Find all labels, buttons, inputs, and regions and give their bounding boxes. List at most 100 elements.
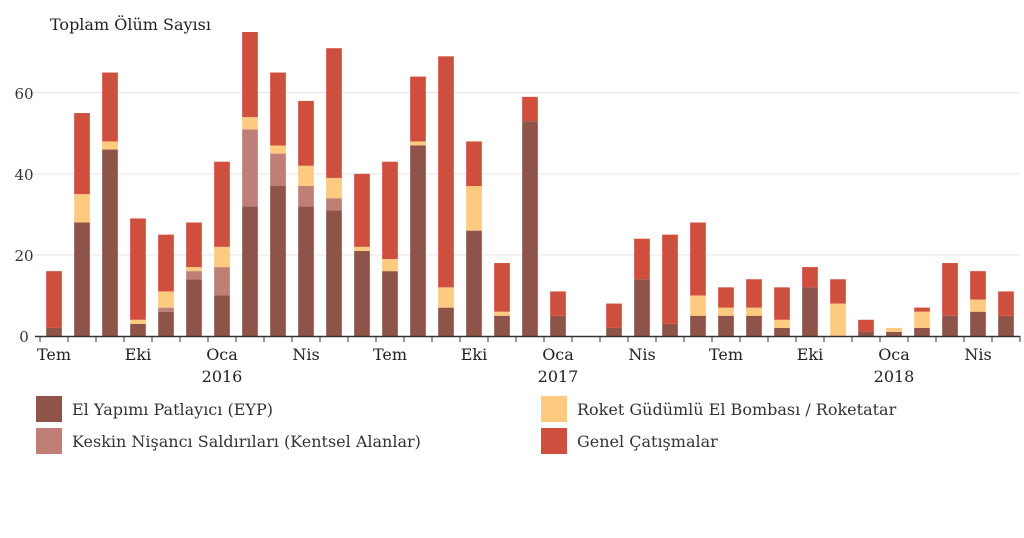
bar-segment-s3-4 [158, 234, 174, 292]
bar-segment-s3-27 [802, 267, 818, 288]
x-tick-label: Eki [125, 345, 152, 364]
bar-segment-s2-23 [690, 295, 706, 316]
x-tick-label: Nis [292, 345, 319, 364]
bar-segment-s2-5 [186, 267, 202, 272]
legend-label-rpg: Roket Güdümlü El Bombası / Roketatar [577, 399, 897, 419]
bar-segment-s1-9 [298, 186, 314, 207]
legend: El Yapımı Patlayıcı (EYP) Keskin Nişancı… [36, 396, 996, 460]
bar-segment-s1-8 [270, 153, 286, 187]
bar-segment-s2-2 [102, 141, 118, 150]
bar-segment-s3-18 [550, 291, 566, 316]
legend-label-sniper: Keskin Nişancı Saldırıları (Kentsel Alan… [72, 431, 421, 451]
bar-segment-s0-21 [634, 279, 650, 336]
bar-segment-s0-18 [550, 315, 566, 336]
legend-item-eyp: El Yapımı Patlayıcı (EYP) [36, 396, 273, 422]
bar-segment-s3-10 [326, 48, 342, 178]
bar-segment-s0-26 [774, 327, 790, 336]
bar-segment-s1-10 [326, 198, 342, 211]
bar-segment-s3-7 [242, 32, 258, 118]
x-tick-label: Nis [628, 345, 655, 364]
bar-segment-s1-6 [214, 267, 230, 296]
bar-segment-s2-14 [438, 287, 454, 308]
bar-segment-s2-10 [326, 177, 342, 199]
bar-segment-s2-26 [774, 319, 790, 328]
bar-segment-s0-22 [662, 323, 678, 336]
bar-segment-s3-15 [466, 141, 482, 187]
x-tick-label: Eki [797, 345, 824, 364]
x-tick-label: Oca [542, 345, 574, 364]
bar-segment-s3-13 [410, 76, 426, 142]
bar-segment-s2-12 [382, 258, 398, 272]
legend-item-rpg: Roket Güdümlü El Bombası / Roketatar [541, 396, 896, 422]
y-tick-label: 60 [14, 85, 33, 103]
bar-segment-s3-11 [354, 173, 370, 247]
x-axis: Tem Eki Oca 2016 Nis Tem Eki Oca 2017 Nis Tem Eki Oc… [35, 335, 1021, 386]
bar-segment-s2-31 [914, 311, 930, 328]
bar-segment-s3-16 [494, 263, 510, 312]
bar-segment-s0-24 [718, 315, 734, 336]
bar-segment-s3-23 [690, 222, 706, 296]
bar-segment-s0-13 [410, 145, 426, 336]
legend-item-sniper: Keskin Nişancı Saldırıları (Kentsel Alan… [36, 428, 421, 454]
x-tick-label: Tem [709, 345, 743, 364]
bar-segment-s3-1 [74, 113, 90, 195]
legend-swatch-eyp [36, 396, 62, 422]
bar-segment-s0-2 [102, 149, 118, 336]
x-tick-label: Tem [373, 345, 407, 364]
x-tick-year-label: 2016 [202, 367, 243, 386]
bar-segment-s3-20 [606, 303, 622, 328]
bar-segment-s0-14 [438, 307, 454, 336]
bar-segment-s3-14 [438, 56, 454, 288]
legend-item-clashes: Genel Çatışmalar [541, 428, 718, 454]
x-tick-label: Oca [206, 345, 238, 364]
legend-label-eyp: El Yapımı Patlayıcı (EYP) [72, 399, 273, 419]
bar-segment-s1-7 [242, 129, 258, 207]
x-tick-year-label: 2018 [874, 367, 915, 386]
bar-segment-s3-12 [382, 161, 398, 259]
bar-segment-s0-32 [942, 315, 958, 336]
bar-segment-s2-33 [970, 299, 986, 312]
bar-segment-s3-6 [214, 161, 230, 247]
bar-segment-s0-9 [298, 206, 314, 336]
bar-segment-s3-9 [298, 100, 314, 166]
bar-segment-s3-29 [858, 319, 874, 332]
bar-segment-s0-1 [74, 222, 90, 336]
bar-segment-s0-10 [326, 210, 342, 336]
bar-segment-s0-20 [606, 327, 622, 336]
bar-segment-s2-24 [718, 307, 734, 316]
y-tick-label: 20 [14, 247, 33, 265]
bar-segment-s3-8 [270, 72, 286, 146]
legend-swatch-sniper [36, 428, 62, 454]
x-tick-year-label: 2017 [538, 367, 579, 386]
bar-segment-s3-26 [774, 287, 790, 320]
y-tick-label: 0 [19, 328, 29, 346]
bar-segment-s3-33 [970, 271, 986, 300]
bar-segment-s3-34 [998, 291, 1014, 316]
bar-segment-s0-31 [914, 327, 930, 336]
bar-segment-s2-1 [74, 194, 90, 223]
bar-segment-s2-3 [130, 319, 146, 324]
bar-segment-s3-0 [46, 271, 62, 328]
bar-segment-s2-30 [886, 327, 902, 332]
x-tick-label: Oca [878, 345, 910, 364]
bar-segment-s2-25 [746, 307, 762, 316]
bar-segment-s2-28 [830, 303, 846, 336]
bar-segment-s3-3 [130, 218, 146, 320]
bar-segment-s0-15 [466, 230, 482, 336]
bar-segment-s3-24 [718, 287, 734, 308]
bar-segment-s0-7 [242, 206, 258, 336]
x-tick-label: Eki [461, 345, 488, 364]
bar-segment-s0-5 [186, 279, 202, 336]
x-tick-label: Nis [964, 345, 991, 364]
bar-segment-s0-17 [522, 121, 538, 336]
bar-segment-s3-31 [914, 307, 930, 312]
bar-segment-s3-32 [942, 263, 958, 316]
bar-segment-s0-34 [998, 315, 1014, 336]
bar-segment-s0-12 [382, 271, 398, 336]
bar-segment-s3-17 [522, 96, 538, 122]
bar-segment-s2-15 [466, 186, 482, 231]
bar-segment-s3-25 [746, 279, 762, 308]
bar-segment-s2-4 [158, 291, 174, 308]
bar-segment-s3-2 [102, 72, 118, 142]
bar-segment-s2-6 [214, 246, 230, 268]
